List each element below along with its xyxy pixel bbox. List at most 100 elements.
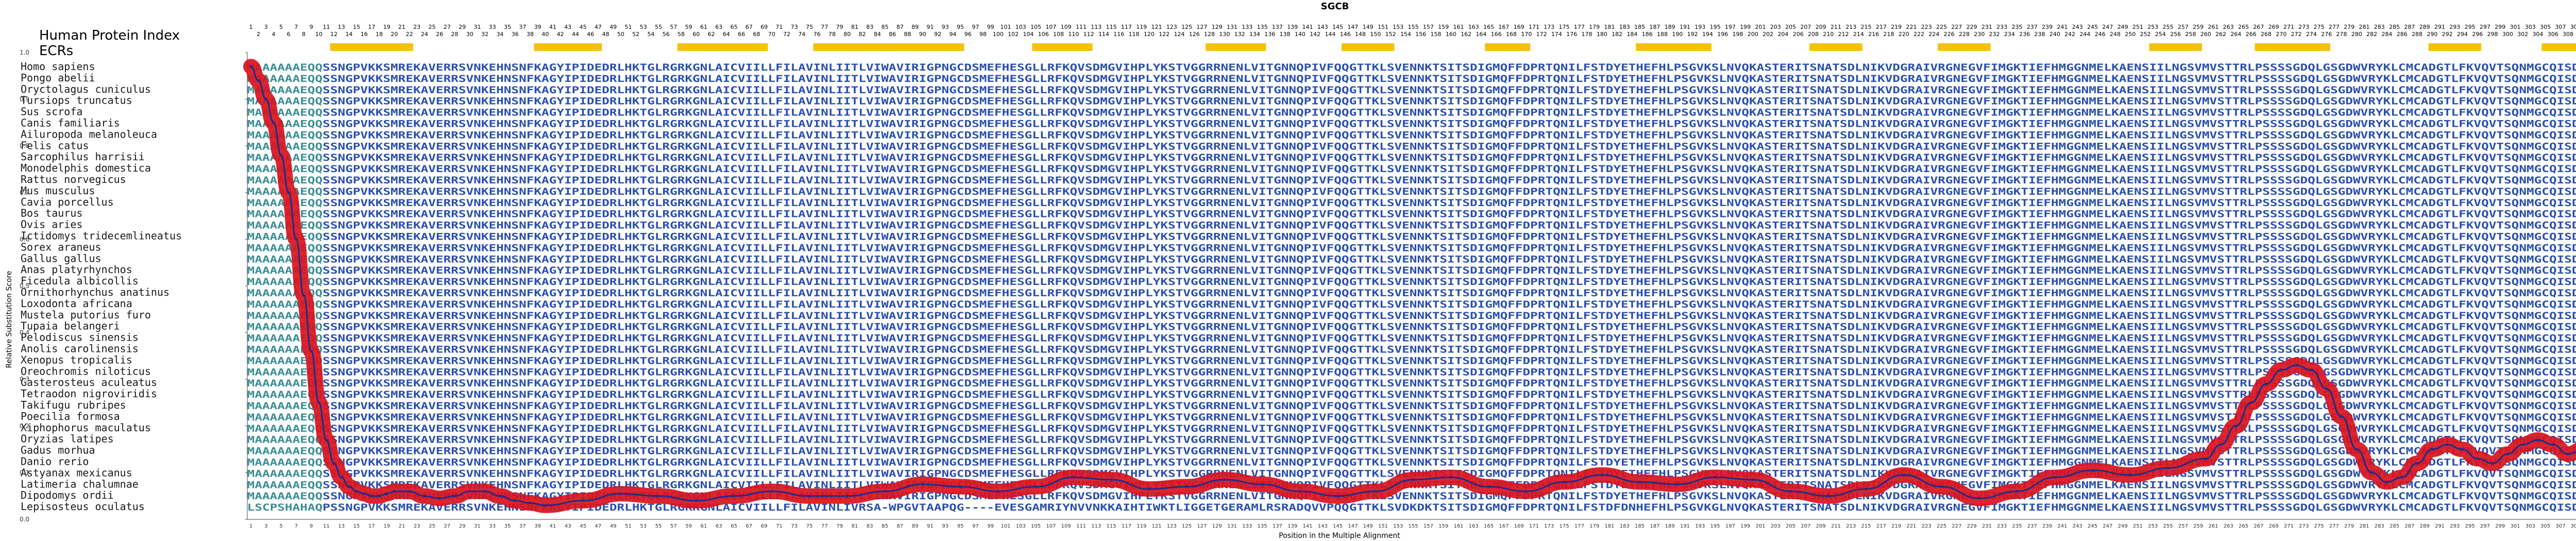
alignment-row: MAAAAAAEQQ SSNGPVKKSMREKAVERRSVNKEHNSNFKA… xyxy=(247,231,2576,243)
protein-index-tick: 7 xyxy=(294,24,298,30)
y-tick-label: 0.3 xyxy=(20,376,29,383)
protein-index-tick: 67 xyxy=(745,24,753,30)
x-tick-label: 169 xyxy=(1514,523,1524,529)
protein-index-tick: 4 xyxy=(272,31,275,38)
x-tick-label: 269 xyxy=(2269,523,2279,529)
protein-index-tick: 133 xyxy=(1242,24,1252,30)
substitution-point xyxy=(2265,382,2268,385)
species-label: Homo sapiens xyxy=(21,60,95,73)
alignment-row: MAAAAAAEQQ SSNGPVKKSMREKAVERRSVNKEHNSNFKA… xyxy=(247,310,2576,322)
species-label: Pongo abelii xyxy=(21,72,95,84)
x-tick-label: 241 xyxy=(2057,523,2067,529)
y-tick-label: 0.0 xyxy=(20,516,29,523)
x-tick-label: 91 xyxy=(927,523,934,529)
protein-index-tick: 172 xyxy=(1536,31,1547,38)
substitution-point xyxy=(1110,478,1113,481)
substitution-point xyxy=(498,495,501,498)
protein-index-tick: 134 xyxy=(1249,31,1260,38)
protein-index-tick: 106 xyxy=(1038,31,1049,38)
x-tick-label: 111 xyxy=(1076,523,1086,529)
alignment-row: LSCPSHAHAQ PSSNGPVKKSMREKAVERRSVNKEHNSNFK… xyxy=(247,502,2576,513)
protein-index-tick: 281 xyxy=(2359,24,2370,30)
protein-index-tick: 284 xyxy=(2381,31,2392,38)
ecr-block xyxy=(330,43,413,51)
protein-index-tick: 89 xyxy=(911,24,919,30)
protein-index-tick: 12 xyxy=(330,31,337,38)
species-label: Ornithorhynchus anatinus xyxy=(21,286,170,298)
substitution-point xyxy=(996,490,999,493)
protein-index-tick: 304 xyxy=(2532,31,2543,38)
protein-index-tick: 126 xyxy=(1189,31,1200,38)
x-tick-label: 195 xyxy=(1710,523,1720,529)
substitution-point xyxy=(2295,364,2298,367)
x-tick-label: 223 xyxy=(1922,523,1931,529)
species-label: Xenopus tropicalis xyxy=(21,353,132,366)
alignment-row: MAAAAAAEQQ SSNGPVKKSMREKAVERRSVNKEHNSNFKA… xyxy=(247,366,2576,378)
x-tick-label: 39 xyxy=(534,523,541,529)
alignment-row: MAAAAAAEQQ SSNGPVKKSMREKAVERRSVNKEHNSNFKA… xyxy=(247,299,2576,310)
protein-index-tick: 233 xyxy=(1996,24,2007,30)
protein-index-tick: 262 xyxy=(2215,31,2226,38)
ecr-block xyxy=(1485,43,1531,51)
alignment-row: MAAAAAAEQQ SSNGPVKKSMREKAVERRSVNKEHNSNFKA… xyxy=(247,107,2576,119)
protein-index-tick: 287 xyxy=(2404,24,2415,30)
substitution-point xyxy=(438,497,441,500)
substitution-point xyxy=(280,154,283,157)
protein-index-tick: 72 xyxy=(783,31,790,38)
x-tick-label: 185 xyxy=(1635,523,1645,529)
protein-index-tick: 164 xyxy=(1476,31,1486,38)
protein-index-tick: 296 xyxy=(2472,31,2483,38)
alignment-row: MAAAAAAEQQ SSNGPVKKSMREKAVERRSVNKEHNSNFKA… xyxy=(247,141,2576,152)
x-tick-label: 83 xyxy=(867,523,873,529)
substitution-point xyxy=(355,490,358,493)
substitution-point xyxy=(1827,495,1830,498)
protein-index-tick: 236 xyxy=(2019,31,2030,38)
protein-index-tick: 163 xyxy=(1468,24,1479,30)
alignment-row: MAAAAAAEQQ SSNGPVKKSMREKAVERRSVNKEHNSNFKA… xyxy=(247,242,2576,253)
substitution-point xyxy=(1978,497,1981,500)
x-tick-label: 229 xyxy=(1967,523,1977,529)
substitution-point xyxy=(249,65,252,68)
x-tick-label: 225 xyxy=(1937,523,1946,529)
x-tick-label: 99 xyxy=(987,523,994,529)
protein-index-tick: 186 xyxy=(1642,31,1653,38)
x-tick-label: 193 xyxy=(1695,523,1705,529)
protein-index-tick: 28 xyxy=(451,31,459,38)
x-tick-label: 133 xyxy=(1242,523,1252,529)
protein-index-tick: 54 xyxy=(647,31,654,38)
protein-index-tick: 276 xyxy=(2321,31,2332,38)
substitution-point xyxy=(2521,443,2524,446)
x-tick-label: 283 xyxy=(2375,523,2384,529)
protein-index-tick: 207 xyxy=(1800,24,1811,30)
protein-index-tick: 111 xyxy=(1076,24,1087,30)
x-tick-label: 163 xyxy=(1469,523,1479,529)
human-protein-index-label: Human Protein Index xyxy=(39,28,180,43)
protein-index-tick: 49 xyxy=(609,24,617,30)
substitution-point xyxy=(2310,368,2313,371)
species-label: Mus musculus xyxy=(21,184,95,197)
x-tick-label: 35 xyxy=(504,523,511,529)
protein-index-tick: 2 xyxy=(257,31,260,38)
alignment-row: MAAAAAAEQQ SSNGPVKKSMREKAVERRSVNKEHNSNFKA… xyxy=(247,389,2576,400)
protein-index-tick: 307 xyxy=(2555,24,2566,30)
species-label: Sus scrofa xyxy=(21,106,82,118)
substitution-point xyxy=(733,495,736,498)
protein-index-tick: 73 xyxy=(791,24,798,30)
species-label: Ictidomys tridecemlineatus xyxy=(21,230,182,242)
protein-index-tick: 148 xyxy=(1355,31,1366,38)
protein-index-tick: 118 xyxy=(1129,31,1140,38)
protein-index-tick: 105 xyxy=(1030,24,1041,30)
x-tick-label: 87 xyxy=(897,523,904,529)
substitution-point xyxy=(845,495,849,498)
x-tick-label: 179 xyxy=(1589,523,1599,529)
protein-index-tick: 36 xyxy=(512,31,519,38)
protein-index-tick: 17 xyxy=(368,24,375,30)
species-label: Xiphophorus maculatus xyxy=(21,421,151,434)
y-tick-label: 1.0 xyxy=(20,49,29,56)
x-tick-label: 307 xyxy=(2555,523,2565,529)
protein-index-tick: 271 xyxy=(2283,24,2294,30)
x-tick-label: 221 xyxy=(1906,523,1916,529)
protein-index-tick: 251 xyxy=(2132,24,2143,30)
ecr-block xyxy=(1032,43,1093,51)
